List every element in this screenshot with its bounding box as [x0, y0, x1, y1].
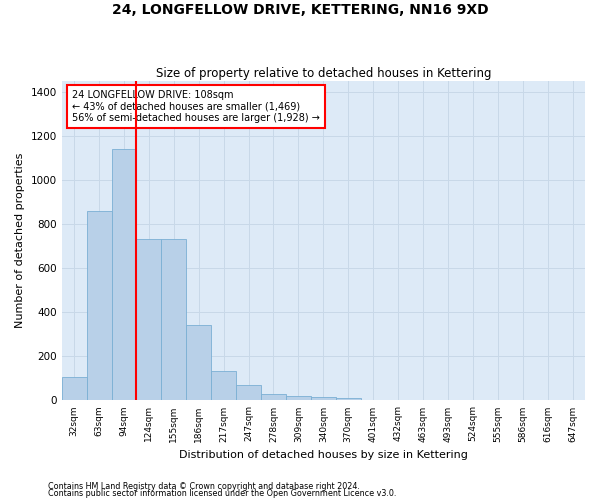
Bar: [211, 370, 236, 400]
Text: 24, LONGFELLOW DRIVE, KETTERING, NN16 9XD: 24, LONGFELLOW DRIVE, KETTERING, NN16 9X…: [112, 2, 488, 16]
Title: Size of property relative to detached houses in Kettering: Size of property relative to detached ho…: [155, 66, 491, 80]
Bar: [136, 240, 161, 400]
Bar: [161, 240, 186, 400]
Text: Contains HM Land Registry data © Crown copyright and database right 2024.: Contains HM Land Registry data © Crown c…: [48, 482, 360, 491]
Bar: [336, 398, 361, 400]
Bar: [286, 396, 311, 400]
X-axis label: Distribution of detached houses by size in Kettering: Distribution of detached houses by size …: [179, 450, 468, 460]
Bar: [62, 378, 86, 400]
Bar: [112, 149, 136, 401]
Bar: [261, 394, 286, 400]
Text: Contains public sector information licensed under the Open Government Licence v3: Contains public sector information licen…: [48, 490, 397, 498]
Bar: [236, 385, 261, 400]
Y-axis label: Number of detached properties: Number of detached properties: [15, 153, 25, 328]
Bar: [186, 326, 211, 400]
Bar: [311, 397, 336, 400]
Bar: [86, 211, 112, 400]
Text: 24 LONGFELLOW DRIVE: 108sqm
← 43% of detached houses are smaller (1,469)
56% of : 24 LONGFELLOW DRIVE: 108sqm ← 43% of det…: [72, 90, 320, 124]
